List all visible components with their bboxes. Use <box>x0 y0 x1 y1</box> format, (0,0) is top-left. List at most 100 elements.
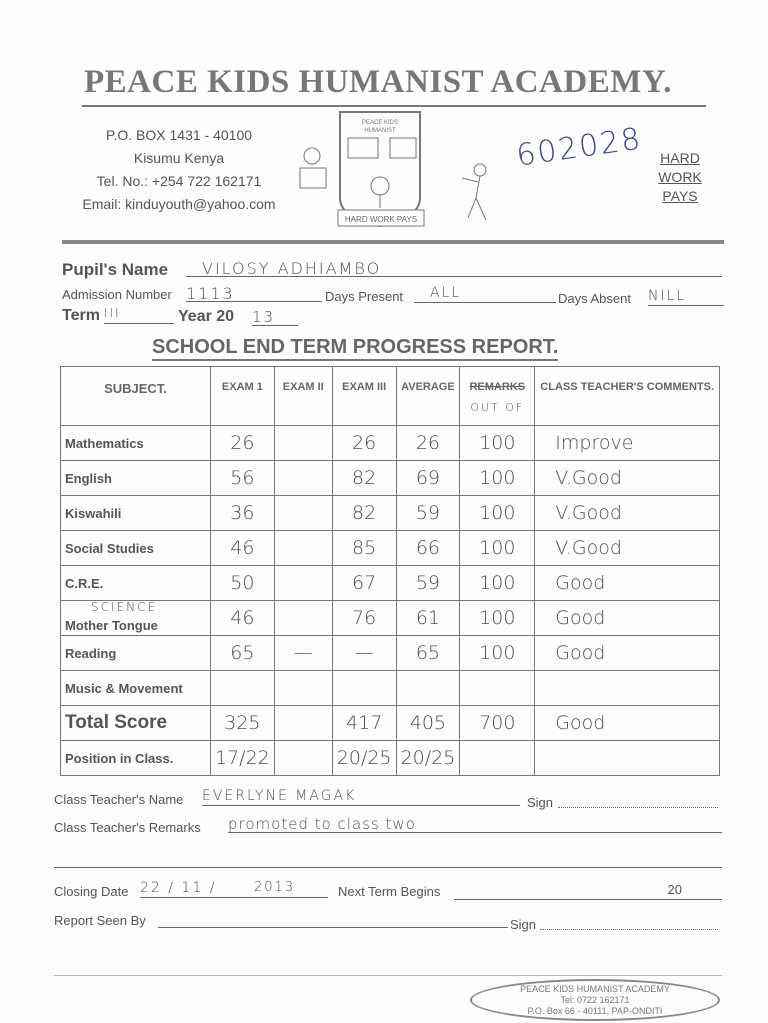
pupil-name-field[interactable]: VILOSY ADHIAMBO <box>186 259 722 278</box>
score-e1: 325 <box>210 705 275 741</box>
comment-cell: Good <box>534 635 720 671</box>
score-e3: 20/25 <box>331 740 397 776</box>
teacher-remarks-label: Class Teacher's Remarks <box>54 820 201 835</box>
table-row: C.R.E. 50 67 59 100 Good <box>60 565 720 601</box>
score-out: 700 <box>459 705 536 741</box>
score-out: 100 <box>459 460 536 496</box>
score-e2 <box>273 495 333 531</box>
score-e3: 76 <box>331 600 397 636</box>
days-present-label: Days Present <box>325 289 404 304</box>
sign-label: Sign <box>527 795 554 810</box>
motto-line: WORK <box>658 169 702 185</box>
subject-cell: English <box>60 460 211 496</box>
admission-field[interactable]: 1113 <box>186 284 322 303</box>
subject-cell: Music & Movement <box>60 670 211 706</box>
subject-name: C.R.E. <box>65 575 104 591</box>
score-e3: 417 <box>331 705 397 741</box>
crest-banner: HARD WORK PAYS <box>345 215 417 224</box>
sign2-label: Sign <box>510 917 537 932</box>
score-e1: 36 <box>210 495 275 531</box>
subject-name: Mother Tongue <box>65 618 158 633</box>
comment-cell: Good <box>534 600 720 636</box>
school-name: PEACE KIDS HUMANIST ACADEMY. <box>84 64 672 100</box>
score-e2 <box>273 705 333 741</box>
subject-cell: Total Score <box>60 705 211 741</box>
score-out: 100 <box>459 530 536 566</box>
closing-year-field[interactable]: 2013 <box>254 880 328 898</box>
motto-line: HARD <box>660 150 700 166</box>
score-avg: 61 <box>395 600 461 636</box>
year-label: Year 20 <box>178 308 235 325</box>
score-out <box>459 740 536 776</box>
table-row: Position in Class. 17/22 20/25 20/25 <box>60 740 720 776</box>
score-out: 100 <box>459 635 536 671</box>
comment-cell <box>534 670 720 706</box>
subject-cell: SCIENCE Mother Tongue <box>60 600 211 636</box>
subject-cell: Kiswahili <box>60 495 211 531</box>
subject-name: Kiswahili <box>65 505 122 521</box>
score-e1 <box>210 670 275 706</box>
pupil-name-label: Pupil's Name <box>62 260 169 279</box>
svg-text:HUMANIST: HUMANIST <box>364 128 396 134</box>
school-crest-logo: PEACE KIDS HUMANIST HARD WORK PAYS <box>299 111 487 228</box>
score-avg: 65 <box>395 635 461 671</box>
closing-date-field[interactable]: 22 / 11 / <box>140 880 254 898</box>
subject-name: Total Score <box>65 712 168 733</box>
report-title: SCHOOL END TERM PROGRESS REPORT. <box>152 336 559 361</box>
teacher-remarks-field[interactable]: promoted to class two <box>228 815 722 833</box>
divider <box>82 105 706 107</box>
score-e3 <box>331 670 397 706</box>
comment-cell <box>534 740 720 776</box>
score-e2 <box>273 600 333 636</box>
comment-cell: V.Good <box>534 530 720 566</box>
score-e1: 56 <box>210 460 275 496</box>
score-e3: 82 <box>331 460 397 496</box>
score-out: 100 <box>459 495 536 531</box>
subject-name: Mathematics <box>65 435 144 451</box>
comment-cell: Good <box>534 705 720 741</box>
stamp-text: PEACE KIDS HUMANIST ACADEMY <box>520 984 670 994</box>
score-e2: — <box>273 635 333 671</box>
score-e3: — <box>331 635 397 671</box>
report-seen-label: Report Seen By <box>54 913 146 928</box>
days-present-field[interactable]: ALL <box>414 285 556 303</box>
term-label: Term <box>62 307 100 324</box>
subject-name: Music & Movement <box>65 680 183 696</box>
subject-name: Position in Class. <box>65 750 174 766</box>
bottom-line <box>54 975 722 976</box>
days-absent-field[interactable]: NILL <box>648 288 724 306</box>
table-row: Kiswahili 36 82 59 100 V.Good <box>60 495 720 531</box>
score-e2 <box>273 530 333 566</box>
subject-name: Social Studies <box>65 540 154 556</box>
subject-name: English <box>65 470 112 486</box>
subject-cell: C.R.E. <box>60 565 211 601</box>
subject-cell: Position in Class. <box>60 740 211 776</box>
term-field[interactable]: III <box>104 306 174 324</box>
stamp-tel: Tel: 0722 162171 <box>560 995 630 1005</box>
score-e3: 26 <box>331 425 397 461</box>
sign-field[interactable] <box>558 792 718 808</box>
report-seen-field[interactable] <box>158 910 508 928</box>
comment-cell: Improve <box>534 425 720 461</box>
table-row: English 56 82 69 100 V.Good <box>60 460 720 496</box>
subject-cell: Social Studies <box>60 530 211 566</box>
sign2-field[interactable] <box>540 914 718 930</box>
score-e1: 46 <box>210 600 275 636</box>
teacher-name-field[interactable]: EVERLYNE MAGAK <box>202 788 520 806</box>
comment-cell: Good <box>534 565 720 601</box>
subject-cell: Mathematics <box>60 425 211 461</box>
table-row: Reading 65— —65 100 Good <box>60 635 720 671</box>
address-line: Email: kinduyouth@yahoo.com <box>82 196 276 212</box>
score-out <box>459 670 536 706</box>
table-row: Mathematics 26 26 26 100 Improve <box>60 425 720 461</box>
next-term-field[interactable]: 20 <box>454 882 722 900</box>
stamp-box: P.O. Box 66 - 40111, PAP-ONDITI <box>527 1006 663 1016</box>
out-of-note: OUT OF <box>470 401 525 414</box>
score-e1: 26 <box>210 425 275 461</box>
score-e2 <box>273 740 333 776</box>
header-subject: SUBJECT. <box>60 366 211 426</box>
header-exam2: EXAM II <box>273 366 333 426</box>
year-field[interactable]: 13 <box>252 308 298 326</box>
score-e1: 50 <box>210 565 275 601</box>
score-avg: 59 <box>395 565 461 601</box>
